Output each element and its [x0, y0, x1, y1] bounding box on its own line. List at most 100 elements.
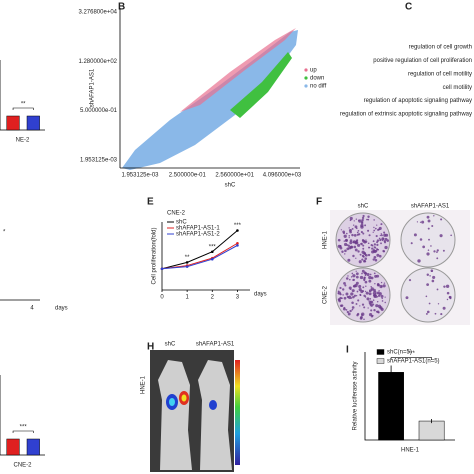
colony: [361, 303, 365, 306]
colony: [357, 243, 361, 247]
colony: [427, 227, 430, 230]
panel-label: F: [316, 197, 322, 208]
colony: [379, 238, 382, 242]
colony: [377, 311, 380, 314]
point: [160, 267, 164, 271]
x-tick-label: 2: [211, 295, 215, 301]
axis-label: days: [55, 306, 68, 312]
annotation: *: [3, 230, 6, 236]
colony: [349, 288, 352, 291]
colony: [344, 242, 348, 247]
colony: [358, 260, 362, 264]
colony: [449, 297, 452, 300]
colony: [353, 245, 357, 249]
colony: [380, 242, 382, 245]
colony: [352, 254, 355, 258]
colony: [359, 294, 362, 297]
colony: [446, 291, 450, 295]
colony: [380, 294, 384, 298]
colony: [370, 276, 374, 280]
annotation: ***: [234, 223, 242, 229]
colony: [360, 289, 364, 294]
colony: [365, 291, 369, 295]
colony: [339, 296, 342, 300]
colony: [364, 296, 367, 298]
colony: [356, 233, 359, 236]
colony: [346, 295, 350, 299]
colony: [439, 234, 443, 238]
point: [236, 229, 239, 232]
colony: [364, 290, 367, 293]
colony: [349, 295, 351, 297]
point: [185, 261, 189, 264]
colony: [426, 283, 430, 287]
colony: [352, 241, 355, 244]
colony: [344, 249, 347, 253]
colony: [357, 250, 360, 253]
legend-label: shAFAP1-AS1-2: [176, 232, 220, 238]
colony: [361, 220, 364, 224]
colony: [376, 253, 380, 257]
go-term: regulation of cell growth: [409, 45, 472, 51]
x-tick-label: 4.096000e+03: [263, 173, 302, 179]
colony: [343, 240, 346, 242]
colony: [342, 294, 344, 296]
y-tick-label: 1.280000e+02: [78, 59, 117, 65]
colony: [427, 219, 431, 223]
colony: [432, 275, 436, 279]
colony: [386, 239, 390, 242]
colony: [425, 312, 428, 315]
colony: [446, 298, 449, 301]
colony: [361, 312, 365, 316]
colony: [355, 272, 359, 276]
colony: [450, 234, 453, 237]
colony: [363, 306, 366, 309]
colony: [373, 219, 375, 221]
bar: [26, 438, 40, 456]
series-line: [161, 230, 238, 270]
colony: [378, 237, 381, 240]
colony: [361, 272, 363, 275]
colony: [337, 238, 341, 242]
colony: [367, 242, 370, 245]
colony: [343, 234, 347, 238]
colony: [353, 294, 357, 297]
legend-marker: [304, 84, 308, 88]
colony: [349, 309, 352, 313]
colony: [347, 312, 351, 316]
colony: [431, 225, 434, 228]
go-term: regulation of apoptotic signaling pathwa…: [364, 98, 472, 104]
colony: [384, 296, 386, 298]
colony: [371, 247, 374, 250]
colony: [363, 259, 366, 263]
annotation: ***: [209, 244, 217, 250]
colony: [346, 310, 349, 314]
colony: [349, 241, 353, 245]
y-tick-label: 1.953125e-03: [80, 158, 118, 164]
colony: [339, 286, 342, 290]
colony: [358, 284, 362, 289]
colony: [378, 226, 382, 230]
colony: [351, 272, 354, 275]
colony: [440, 313, 443, 316]
colony: [442, 249, 445, 252]
colony: [348, 235, 351, 237]
colony: [367, 307, 369, 309]
y-tick-label: 3.276800e+04: [78, 10, 117, 16]
x-tick-label: 2.500000e-01: [169, 173, 207, 179]
colony: [367, 229, 370, 232]
colony: [442, 306, 446, 310]
panel-label: E: [147, 197, 154, 208]
colony: [361, 258, 364, 261]
colony: [373, 243, 377, 246]
colony: [352, 224, 355, 226]
colony: [353, 220, 355, 222]
colony: [431, 270, 433, 273]
colony: [340, 229, 343, 231]
colony: [380, 233, 383, 235]
x-tick-label: 2.560000e+01: [215, 173, 254, 179]
colony: [370, 309, 373, 312]
x-tick-label: NE-2: [16, 138, 30, 144]
colony: [376, 301, 379, 303]
x-tick-label: 1.953125e-03: [121, 173, 159, 179]
